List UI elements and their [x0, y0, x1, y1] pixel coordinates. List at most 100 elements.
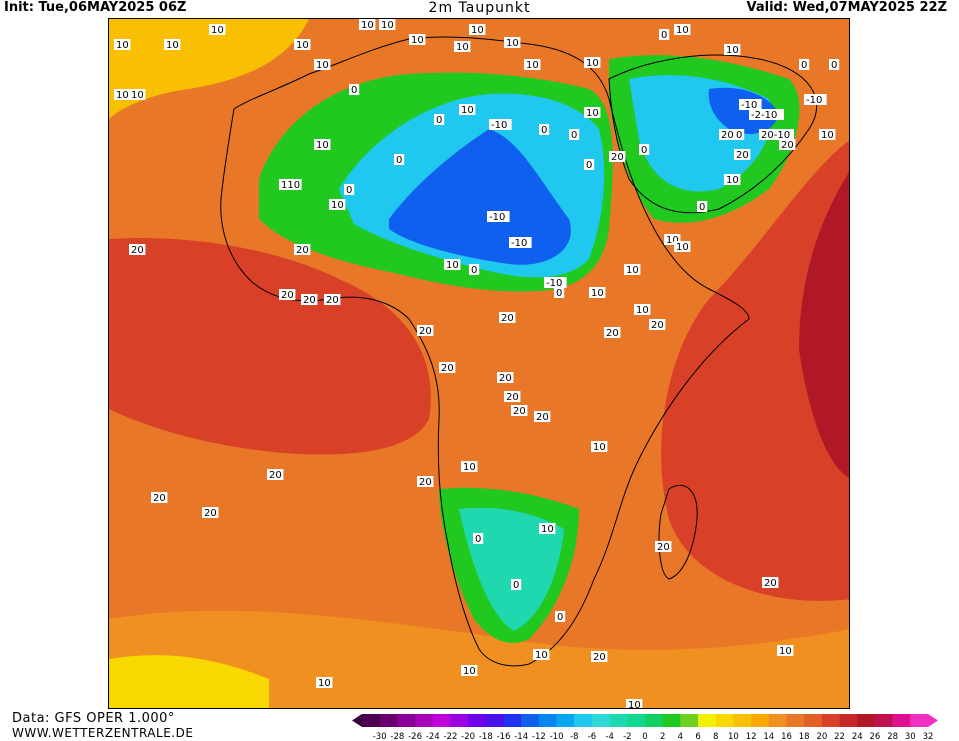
contour-label: 20	[267, 469, 284, 481]
svg-text:0: 0	[556, 288, 562, 299]
contour-label: 20	[417, 325, 434, 337]
legend-tick-label: 32	[923, 732, 934, 741]
contour-label: 0	[569, 129, 580, 141]
legend-tick-label: -18	[479, 732, 493, 741]
svg-text:0: 0	[346, 185, 352, 196]
legend-tick-label: 16	[781, 732, 792, 741]
legend-tick-label: -6	[588, 732, 596, 741]
svg-text:20: 20	[593, 652, 606, 663]
svg-text:20: 20	[419, 477, 432, 488]
color-scale-legend: -30 -28 -26 -24 -22 -20 -18 -16 -14 -12 -10 -8 -6 -4-…	[352, 714, 938, 741]
svg-text:0: 0	[571, 130, 577, 141]
contour-label: 20	[279, 289, 296, 301]
svg-text:10: 10	[463, 666, 476, 677]
contour-label: 10	[584, 107, 601, 119]
contour-label: -10	[509, 237, 532, 249]
legend-tick-label: -24	[426, 732, 440, 741]
legend-tick-label: -30	[373, 732, 387, 741]
svg-text:20: 20	[611, 152, 624, 163]
svg-text:20: 20	[131, 245, 144, 256]
svg-text:10: 10	[821, 130, 834, 141]
contour-label: 20	[151, 492, 168, 504]
atlantic-warm-region	[109, 238, 431, 455]
legend-tick-label: -20	[461, 732, 475, 741]
svg-text:-10: -10	[546, 278, 562, 289]
contour-label: 20	[604, 327, 621, 339]
legend-color-swatch	[910, 714, 929, 727]
svg-text:10: 10	[726, 175, 739, 186]
svg-text:10: 10	[166, 40, 179, 51]
contour-label: 10	[724, 174, 741, 186]
legend-tick-label: 14	[763, 732, 774, 741]
legend-tick-label: 22	[834, 732, 845, 741]
contour-label: 0	[394, 154, 405, 166]
contour-label: 10	[209, 24, 226, 36]
contour-label: 10	[469, 24, 486, 36]
legend-color-swatch	[521, 714, 540, 727]
init-time-label: Init: Tue,06MAY2025 06Z	[4, 0, 187, 15]
svg-text:20: 20	[296, 245, 309, 256]
svg-text:20: 20	[721, 130, 734, 141]
contour-label: 110	[279, 179, 302, 191]
contour-label: 0	[344, 184, 355, 196]
legend-min-arrow	[352, 714, 362, 727]
svg-text:20: 20	[536, 412, 549, 423]
contour-label: 20	[301, 294, 318, 306]
legend-tick-label: 12	[746, 732, 757, 741]
map-title: 2m Taupunkt	[428, 0, 531, 16]
svg-text:20: 20	[204, 508, 217, 519]
contour-label: 10	[314, 139, 331, 151]
legend-color-swatch	[468, 714, 487, 727]
legend-tick-label: -10	[550, 732, 564, 741]
legend-color-swatch	[839, 714, 858, 727]
contour-label: 0	[539, 124, 550, 136]
contour-label: 10	[444, 259, 461, 271]
contour-label: 10	[409, 34, 426, 46]
northwest-moderate-region	[109, 19, 309, 119]
svg-text:10: 10	[666, 235, 679, 246]
legend-tick-label: 30	[905, 732, 916, 741]
contour-label: 10	[316, 677, 333, 689]
svg-text:20: 20	[499, 373, 512, 384]
contour-label: 20	[734, 149, 751, 161]
svg-text:-10: -10	[491, 120, 507, 131]
contour-label: 0	[584, 159, 595, 171]
contour-label: 10	[591, 441, 608, 453]
svg-text:10: 10	[456, 42, 469, 53]
legend-color-swatch	[892, 714, 911, 727]
contour-label: 10	[634, 304, 651, 316]
legend-max-arrow	[928, 714, 938, 727]
svg-text:10: 10	[506, 38, 519, 49]
contour-label: 0	[469, 264, 480, 276]
contour-label: 0	[349, 84, 360, 96]
svg-text:0: 0	[699, 202, 705, 213]
legend-color-swatch	[768, 714, 787, 727]
contour-label: 0	[554, 287, 565, 299]
svg-text:10: 10	[131, 90, 144, 101]
indian-ocean-warm-region	[661, 140, 849, 601]
website-label: WWW.WETTERZENTRALE.DE	[12, 726, 194, 740]
svg-text:0: 0	[471, 265, 477, 276]
contour-label: 20-10	[759, 129, 794, 141]
contour-label: 20	[649, 319, 666, 331]
contour-label: -10	[739, 99, 762, 111]
contour-label: 20	[609, 151, 626, 163]
svg-text:10: 10	[361, 20, 374, 31]
svg-text:0: 0	[436, 115, 442, 126]
svg-text:20: 20	[303, 295, 316, 306]
contour-label: 10	[294, 39, 311, 51]
legend-tick-label: -14	[514, 732, 528, 741]
contour-label: 10	[584, 57, 601, 69]
svg-text:10: 10	[211, 25, 224, 36]
contour-label: 10	[724, 44, 741, 56]
arabia-coastline	[608, 54, 818, 214]
contour-label: 10	[589, 287, 606, 299]
svg-text:20: 20	[764, 578, 777, 589]
legend-color-swatch	[751, 714, 770, 727]
contour-label: -10	[544, 277, 567, 289]
legend-tick-label: -26	[408, 732, 422, 741]
svg-text:0: 0	[801, 60, 807, 71]
svg-text:20: 20	[326, 295, 339, 306]
contour-label: 0	[639, 144, 650, 156]
